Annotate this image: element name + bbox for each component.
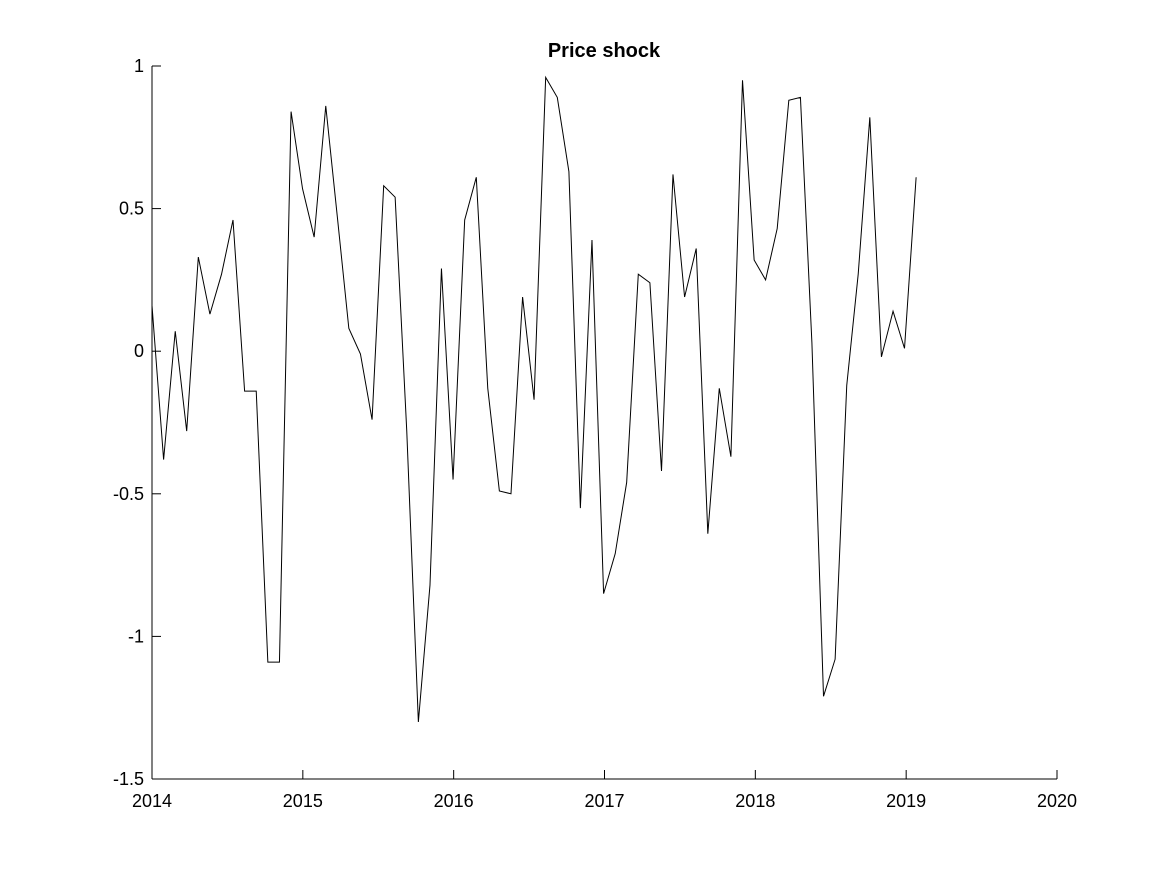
data-point — [777, 228, 778, 229]
data-point — [661, 470, 662, 471]
data-point — [823, 696, 824, 697]
data-point — [244, 391, 245, 392]
x-tick-label: 2014 — [132, 791, 172, 811]
y-tick-label: -1 — [128, 626, 144, 646]
data-point — [383, 185, 384, 186]
data-point — [406, 431, 407, 432]
data-point — [730, 456, 731, 457]
data-point — [291, 111, 292, 112]
series-line — [151, 75, 917, 723]
data-point — [811, 342, 812, 343]
data-point — [348, 328, 349, 329]
data-point — [337, 217, 338, 218]
data-point — [499, 490, 500, 491]
x-tick-label: 2017 — [584, 791, 624, 811]
data-point — [545, 77, 546, 78]
data-point — [707, 533, 708, 534]
data-point — [638, 274, 639, 275]
data-point — [869, 117, 870, 118]
data-point — [464, 220, 465, 221]
data-point — [765, 279, 766, 280]
data-point — [591, 239, 592, 240]
data-point — [649, 282, 650, 283]
x-tick-label: 2020 — [1037, 791, 1077, 811]
data-point — [476, 177, 477, 178]
y-tick-label: 0.5 — [119, 199, 144, 219]
data-point — [696, 248, 697, 249]
data-point — [302, 188, 303, 189]
data-point — [256, 391, 257, 392]
data-point — [893, 311, 894, 312]
data-point — [453, 479, 454, 480]
data-point — [429, 585, 430, 586]
data-point — [372, 419, 373, 420]
y-ticks: 1 0.5 0 -0.5 -1 -1.5 — [113, 56, 161, 789]
data-point — [186, 431, 187, 432]
data-point — [684, 297, 685, 298]
data-point — [395, 197, 396, 198]
y-tick-label: -1.5 — [113, 769, 144, 789]
series-layer — [151, 75, 917, 723]
data-point — [360, 354, 361, 355]
data-point — [672, 174, 673, 175]
data-point — [835, 659, 836, 660]
y-tick-label: -0.5 — [113, 484, 144, 504]
x-tick-label: 2015 — [283, 791, 323, 811]
data-point — [580, 508, 581, 509]
data-point — [742, 80, 743, 81]
data-point — [209, 314, 210, 315]
data-point — [325, 105, 326, 106]
data-point — [788, 100, 789, 101]
data-point — [754, 259, 755, 260]
x-tick-label: 2018 — [735, 791, 775, 811]
data-point — [279, 662, 280, 663]
chart-title: Price shock — [548, 40, 661, 62]
data-point — [510, 493, 511, 494]
data-point — [418, 721, 419, 722]
x-tick-label: 2019 — [886, 791, 926, 811]
data-point — [557, 97, 558, 98]
y-tick-label: 0 — [134, 341, 144, 361]
data-point — [198, 257, 199, 258]
data-point — [175, 331, 176, 332]
data-point — [522, 297, 523, 298]
data-point — [568, 171, 569, 172]
data-point — [800, 97, 801, 98]
data-point — [846, 385, 847, 386]
data-point — [858, 274, 859, 275]
data-point — [163, 459, 164, 460]
data-point — [314, 237, 315, 238]
x-tick-label: 2016 — [434, 791, 474, 811]
y-tick-label: 1 — [134, 56, 144, 76]
data-point — [603, 593, 604, 594]
data-point — [719, 388, 720, 389]
x-ticks: 2014 2015 2016 2017 2018 2019 2020 — [132, 770, 1077, 811]
data-point — [267, 662, 268, 663]
data-point — [232, 220, 233, 221]
data-point — [152, 305, 153, 306]
data-point — [615, 553, 616, 554]
data-point — [441, 268, 442, 269]
data-point — [916, 177, 917, 178]
data-point — [221, 274, 222, 275]
data-point — [881, 356, 882, 357]
data-point — [904, 348, 905, 349]
data-point — [626, 482, 627, 483]
data-point — [534, 399, 535, 400]
data-point — [487, 388, 488, 389]
